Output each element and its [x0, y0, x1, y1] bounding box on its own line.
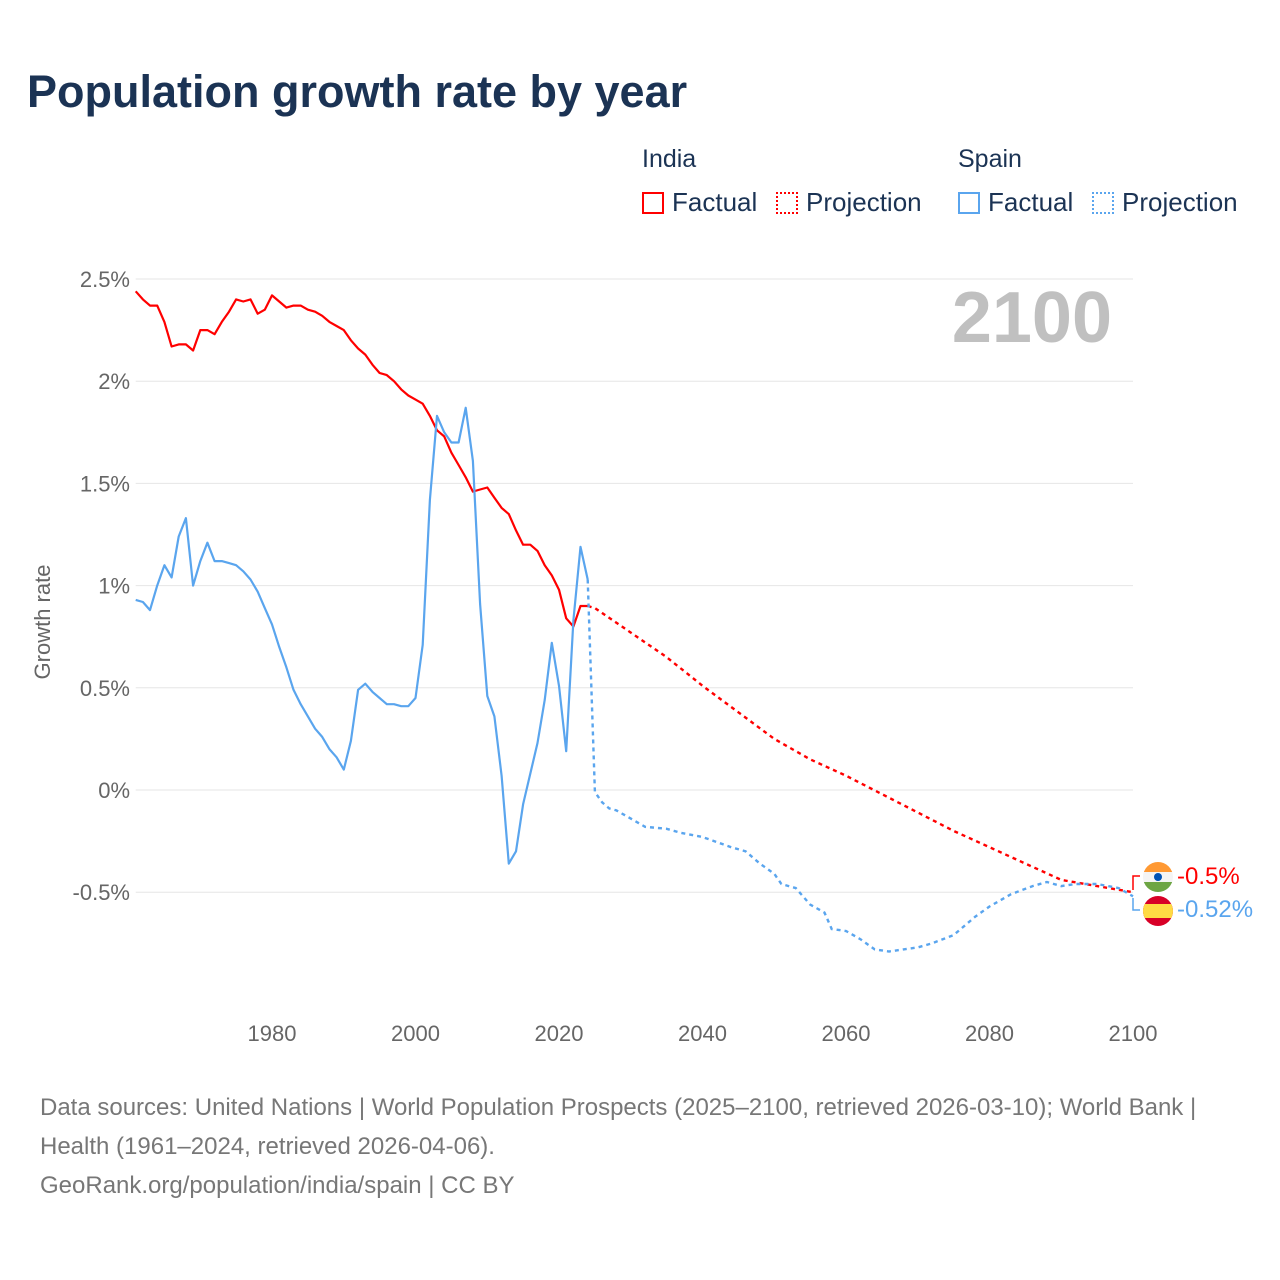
legend-group-spain: Spain: [958, 145, 1022, 173]
chart-title: Population growth rate by year: [27, 66, 688, 117]
spain-connector: [1132, 898, 1140, 911]
footer: Data sources: United Nations | World Pop…: [40, 1088, 1240, 1205]
spain-end-value: -0.52%: [1177, 896, 1253, 923]
flag-band: [1143, 904, 1173, 918]
credit-link[interactable]: GeoRank.org/population/india/spain | CC …: [40, 1172, 515, 1199]
grid: 2.5% 2% 1.5% 1% 0.5% 0% -0.5% 1980 2000 2020 2040 2…: [73, 267, 1158, 1046]
x-tick-label: 2000: [391, 1021, 440, 1046]
legend-label: Projection: [806, 187, 922, 217]
y-tick-label: 2%: [98, 369, 130, 394]
x-tick-label: 2100: [1109, 1021, 1158, 1046]
y-tick-label: 0%: [98, 778, 130, 803]
spain-flag-icon: [1143, 896, 1173, 926]
legend-label: Factual: [672, 187, 758, 217]
legend-label: Factual: [988, 187, 1074, 217]
india-connector: [1132, 875, 1140, 890]
x-tick-label: 2020: [535, 1021, 584, 1046]
legend-india-projection[interactable]: Projection: [776, 187, 922, 218]
flag-band: [1143, 882, 1173, 892]
legend-label: Projection: [1122, 187, 1238, 217]
legend-spain-projection[interactable]: Projection: [1092, 187, 1238, 218]
flag-band: [1143, 862, 1173, 872]
india-flag-icon: [1143, 862, 1173, 892]
series-lines: [134, 290, 1134, 953]
legend-swatch-dotted: [1092, 191, 1114, 214]
legend-swatch-solid: [958, 191, 980, 214]
legend-swatch-solid: [642, 191, 664, 214]
data-sources: Data sources: United Nations | World Pop…: [40, 1094, 1197, 1160]
india-end-value: -0.5%: [1177, 863, 1240, 890]
india-projection-line: [587, 604, 1134, 894]
y-tick-label: 1%: [98, 574, 130, 599]
spain-projection-line: [586, 579, 1134, 953]
spain-factual-line: [135, 406, 589, 865]
year-stamp: 2100: [952, 278, 1112, 358]
y-tick-label: 2.5%: [80, 267, 130, 292]
x-tick-label: 2080: [965, 1021, 1014, 1046]
legend-swatch-dotted: [776, 191, 798, 214]
y-axis-label: Growth rate: [30, 565, 55, 680]
flag-chakra: [1154, 873, 1162, 881]
x-tick-label: 2040: [678, 1021, 727, 1046]
y-tick-label: 1.5%: [80, 471, 130, 496]
end-labels: -0.5% -0.52%: [1132, 862, 1253, 926]
y-tick-label: 0.5%: [80, 676, 130, 701]
legend-india-factual[interactable]: Factual: [642, 187, 757, 218]
y-tick-label: -0.5%: [73, 880, 130, 905]
india-factual-line: [134, 290, 588, 628]
legend-group-india: India: [642, 145, 697, 173]
x-tick-label: 1980: [248, 1021, 297, 1046]
x-tick-label: 2060: [822, 1021, 871, 1046]
legend-spain-factual[interactable]: Factual: [958, 187, 1073, 218]
